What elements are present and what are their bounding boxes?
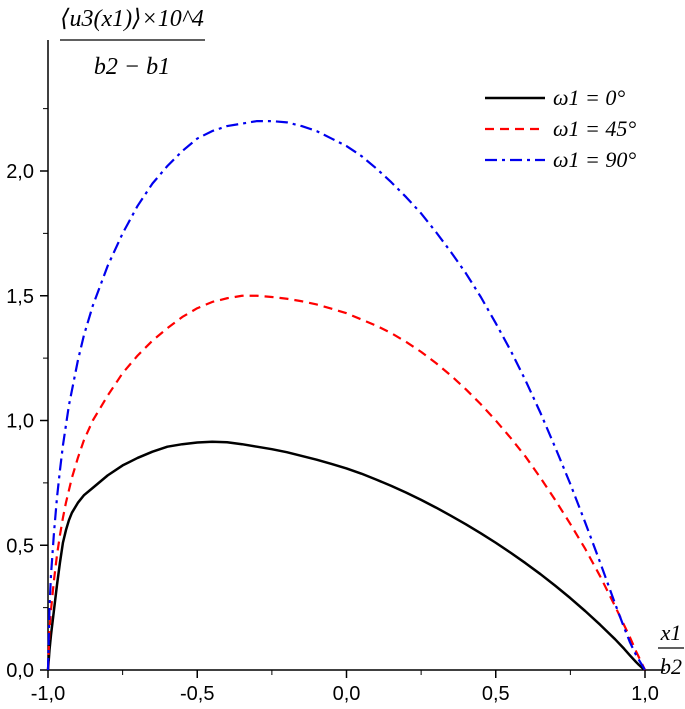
x-axis-label-numerator: x1 bbox=[660, 620, 682, 645]
legend: ω1 = 0° ω1 = 45° ω1 = 90° bbox=[485, 85, 636, 172]
y-axis-label-numerator: ⟨u3(x1)⟩×10^4 bbox=[60, 6, 204, 32]
y-ticks: 0,0 0,5 1,0 1,5 2,0 bbox=[6, 108, 48, 682]
series-line-0 bbox=[46, 440, 646, 671]
legend-label: ω1 = 90° bbox=[553, 147, 636, 172]
x-tick-label: 0,0 bbox=[333, 683, 361, 705]
series-group bbox=[46, 119, 646, 671]
x-tick-label: 0,5 bbox=[482, 683, 510, 705]
series-line-1 bbox=[46, 294, 646, 671]
x-tick-label: -1,0 bbox=[31, 683, 65, 705]
y-axis-label-denominator: b2 − b1 bbox=[94, 54, 170, 80]
y-tick-label: 0,5 bbox=[6, 535, 34, 557]
y-tick-label: 2,0 bbox=[6, 161, 34, 183]
legend-label: ω1 = 0° bbox=[553, 85, 625, 110]
x-axis-label-denominator: b2 bbox=[660, 654, 682, 679]
y-tick-label: 0,0 bbox=[6, 660, 34, 682]
series-line-2 bbox=[46, 119, 646, 671]
y-tick-label: 1,5 bbox=[6, 286, 34, 308]
legend-label: ω1 = 45° bbox=[553, 116, 636, 141]
x-tick-label: 1,0 bbox=[631, 683, 659, 705]
y-tick-label: 1,0 bbox=[6, 411, 34, 433]
y-axis-label: ⟨u3(x1)⟩×10^4 b2 − b1 bbox=[60, 6, 205, 80]
x-tick-label: -0,5 bbox=[180, 683, 214, 705]
x-ticks: -1,0 -0,5 0,0 0,5 1,0 bbox=[31, 670, 659, 705]
x-axis-label: x1 b2 bbox=[658, 620, 684, 679]
